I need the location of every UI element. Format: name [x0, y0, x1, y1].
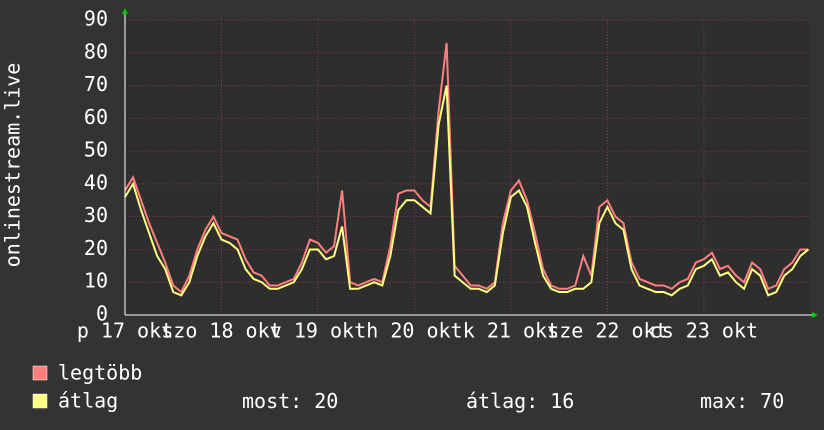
stat: most: 20: [242, 389, 338, 413]
stat-label: most:: [242, 389, 302, 413]
stat-value: 70: [760, 389, 784, 413]
stat: átlag: 16: [466, 389, 574, 413]
legend-swatch: [32, 393, 48, 409]
stat-label: átlag:: [466, 389, 538, 413]
y-tick-label: 0: [96, 302, 108, 326]
y-tick-label: 70: [84, 72, 108, 96]
legend-label: legtöbb: [58, 361, 142, 385]
series-line: [124, 42, 809, 294]
stat: max: 70: [700, 389, 784, 413]
y-tick-label: 50: [84, 138, 108, 162]
y-tick-label: 40: [84, 170, 108, 194]
y-tick-label: 60: [84, 105, 108, 129]
y-tick-label: 20: [84, 236, 108, 260]
y-tick-label: 80: [84, 39, 108, 63]
x-arrow: [812, 312, 818, 318]
legend-label: átlag: [58, 389, 118, 413]
y-tick-label: 30: [84, 203, 108, 227]
plot-area: [125, 20, 810, 315]
y-tick-label: 90: [84, 7, 108, 31]
x-tick-label: k 21 okt: [463, 319, 559, 343]
y-axis-label: onlinestream.live: [1, 63, 25, 268]
legend-swatch: [32, 365, 48, 381]
x-tick-label: cs 23 okt: [650, 319, 758, 343]
x-tick-label: h 20 okt: [366, 319, 462, 343]
x-tick-label: p 17 okt: [77, 319, 173, 343]
x-tick-label: szo 18 okt: [161, 319, 281, 343]
x-tick-label: v 19 okt: [270, 319, 366, 343]
x-tick-label: sze 22 okt: [547, 319, 667, 343]
y-tick-label: 10: [84, 269, 108, 293]
stat-value: 16: [550, 389, 574, 413]
series: [124, 42, 810, 297]
stat-label: max:: [700, 389, 748, 413]
stat-value: 20: [314, 389, 338, 413]
legend: legtöbb átlag most: 20 átlag: 16 max: 70: [32, 361, 784, 413]
y-arrow: [122, 8, 128, 14]
series-line: [124, 85, 810, 297]
